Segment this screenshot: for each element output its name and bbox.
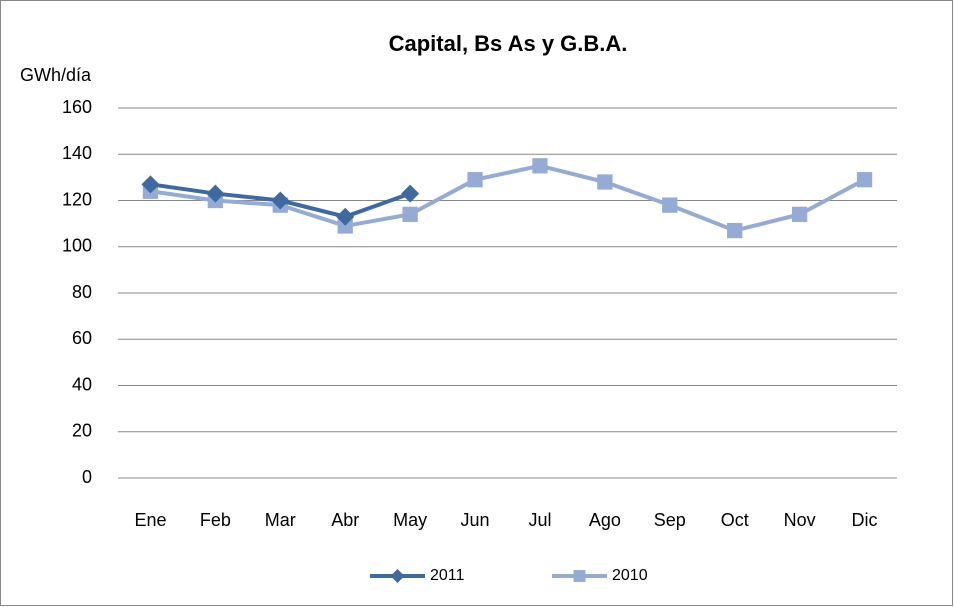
marker xyxy=(271,191,290,210)
x-tick-label: Ago xyxy=(589,510,621,530)
x-tick-label: Ene xyxy=(134,510,166,530)
legend-marker xyxy=(390,569,405,583)
x-tick-label: Abr xyxy=(331,510,359,530)
legend-label: 2010 xyxy=(612,567,648,584)
marker xyxy=(856,172,873,188)
y-tick-label: 120 xyxy=(62,189,92,209)
marker xyxy=(662,197,678,213)
series-line xyxy=(150,163,866,233)
marker xyxy=(337,218,353,234)
x-tick-label: Mar xyxy=(265,510,296,530)
x-tick-label: Feb xyxy=(200,510,231,530)
y-tick-label: 0 xyxy=(82,467,92,487)
marker xyxy=(402,206,418,223)
x-tick-label: Nov xyxy=(784,510,816,530)
marker xyxy=(791,206,808,223)
y-axis-label: GWh/día xyxy=(20,65,92,85)
y-tick-label: 140 xyxy=(62,143,92,163)
x-tick-label: Dic xyxy=(852,510,878,530)
marker xyxy=(401,184,420,203)
legend-label: 2011 xyxy=(430,567,465,584)
marker xyxy=(727,222,743,239)
marker xyxy=(532,158,548,174)
marker xyxy=(597,174,613,190)
y-tick-label: 100 xyxy=(62,236,92,256)
marker xyxy=(336,207,355,226)
chart-title: Capital, Bs As y G.B.A. xyxy=(389,31,628,56)
marker xyxy=(206,184,225,203)
x-tick-label: Sep xyxy=(654,510,686,530)
x-tick-label: Oct xyxy=(721,510,749,530)
y-tick-label: 160 xyxy=(62,97,92,117)
marker xyxy=(467,172,483,188)
legend-marker xyxy=(573,570,586,582)
y-tick-label: 60 xyxy=(72,328,92,348)
x-tick-label: Jul xyxy=(528,510,551,530)
y-tick-label: 20 xyxy=(72,421,92,441)
x-tick-label: May xyxy=(393,510,427,530)
y-tick-label: 40 xyxy=(72,374,92,394)
marker xyxy=(141,175,160,194)
x-tick-label: Jun xyxy=(461,510,490,530)
y-tick-label: 80 xyxy=(72,282,92,302)
